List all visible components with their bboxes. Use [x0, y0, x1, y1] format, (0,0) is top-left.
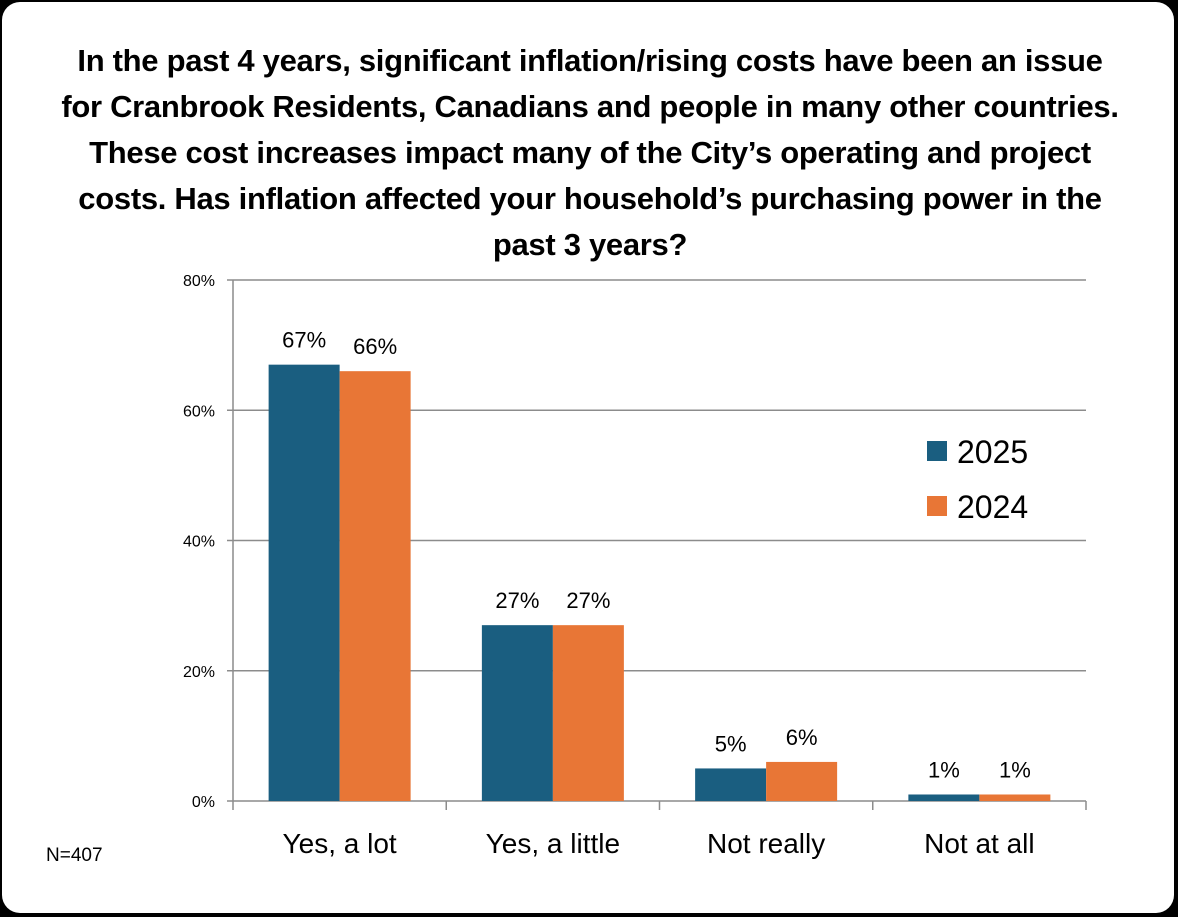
y-tick-label: 40%	[183, 534, 215, 551]
data-label: 66%	[353, 334, 397, 359]
bar-2025-3	[908, 794, 980, 801]
data-label: 1%	[928, 757, 960, 782]
legend-label: 2025	[957, 434, 1028, 470]
bar-2025-1	[481, 625, 553, 801]
legend-swatch-2024	[927, 496, 947, 516]
chart-title: In the past 4 years, significant inflati…	[61, 43, 1119, 262]
legend-swatch-2025	[927, 441, 947, 461]
bar-2024-3	[979, 794, 1051, 801]
data-label: 6%	[786, 725, 818, 750]
data-label: 27%	[566, 588, 610, 613]
bar-2025-2	[695, 768, 767, 801]
y-tick-label: 80%	[183, 273, 215, 290]
bar-2024-1	[552, 625, 624, 801]
x-category-label: Yes, a lot	[283, 828, 397, 859]
x-category-label: Not at all	[924, 828, 1035, 859]
data-label: 5%	[715, 731, 747, 756]
y-tick-label: 60%	[183, 403, 215, 420]
x-category-label: Not really	[707, 828, 825, 859]
data-label: 67%	[282, 328, 326, 353]
y-tick-label: 0%	[192, 794, 215, 811]
data-label: 27%	[495, 588, 539, 613]
y-tick-label: 20%	[183, 664, 215, 681]
bar-2024-0	[339, 371, 411, 801]
bar-2024-2	[766, 761, 838, 801]
legend-label: 2024	[957, 489, 1028, 525]
data-label: 1%	[999, 757, 1031, 782]
bar-2025-0	[268, 364, 340, 801]
x-category-label: Yes, a little	[486, 828, 620, 859]
sample-size-note: N=407	[46, 845, 103, 866]
